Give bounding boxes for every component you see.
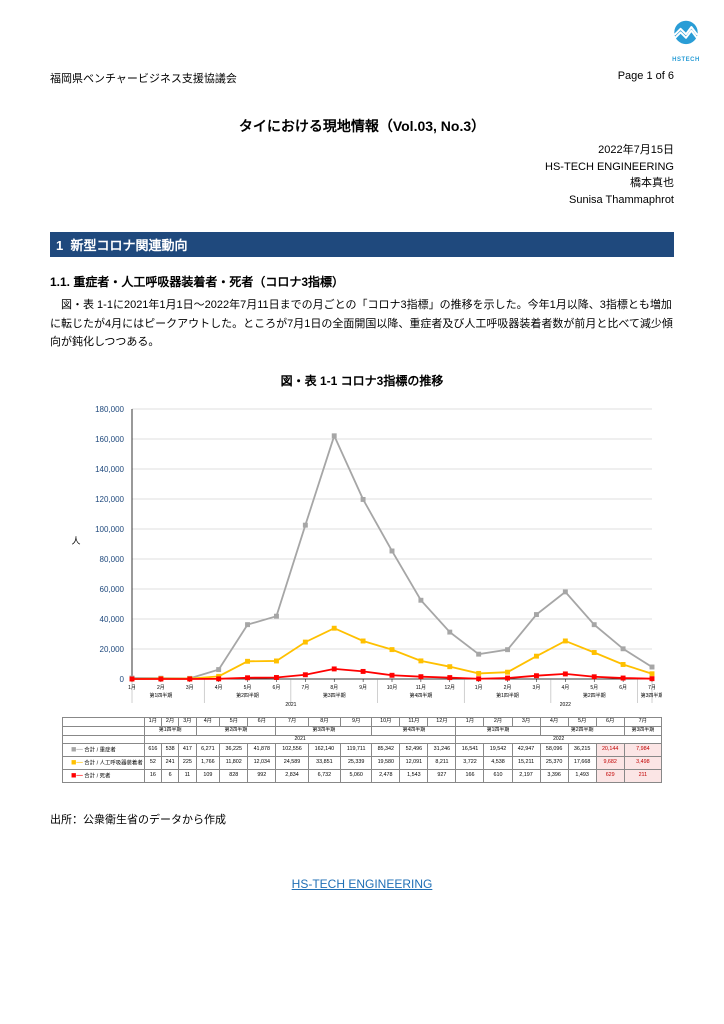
svg-text:3月: 3月 (533, 685, 541, 691)
svg-text:第2四半期: 第2四半期 (583, 692, 606, 699)
svg-text:160,000: 160,000 (95, 435, 124, 444)
svg-text:4月: 4月 (561, 685, 569, 691)
svg-text:第1四半期: 第1四半期 (496, 692, 519, 699)
svg-text:第3四半期: 第3四半期 (323, 692, 346, 699)
svg-text:100,000: 100,000 (95, 525, 124, 534)
header-left: 福岡県ベンチャービジネス支援協議会 (50, 70, 237, 86)
svg-text:5月: 5月 (244, 685, 252, 691)
svg-text:2021: 2021 (285, 702, 296, 708)
svg-text:6月: 6月 (619, 685, 627, 691)
svg-text:5月: 5月 (590, 685, 598, 691)
svg-text:4月: 4月 (215, 685, 223, 691)
svg-text:第3四半期: 第3四半期 (641, 692, 662, 699)
section-1-1-paragraph: 図・表 1-1に2021年1月1日～2022年7月11日までの月ごとの「コロナ3… (50, 296, 674, 352)
svg-text:0: 0 (120, 675, 125, 684)
document-title: タイにおける現地情報（Vol.03, No.3） (50, 116, 674, 136)
svg-text:11月: 11月 (416, 685, 426, 691)
svg-text:3月: 3月 (186, 685, 194, 691)
svg-text:7月: 7月 (301, 685, 309, 691)
svg-text:人: 人 (71, 536, 80, 546)
page-header: 福岡県ベンチャービジネス支援協議会 Page 1 of 6 (50, 70, 674, 86)
section-1-header: 1 新型コロナ関連動向 (50, 232, 674, 257)
hstech-logo: HSTECH (668, 18, 704, 54)
meta-author-jp: 橋本真也 (50, 175, 674, 192)
svg-text:2月: 2月 (504, 685, 512, 691)
meta-block: 2022年7月15日 HS-TECH ENGINEERING 橋本真也 Suni… (50, 142, 674, 208)
svg-text:140,000: 140,000 (95, 465, 124, 474)
svg-text:6月: 6月 (273, 685, 281, 691)
meta-date: 2022年7月15日 (50, 142, 674, 159)
citation: 出所：公衆衛生省のデータから作成 (50, 811, 674, 827)
meta-org: HS-TECH ENGINEERING (50, 159, 674, 176)
svg-text:180,000: 180,000 (95, 405, 124, 414)
svg-text:9月: 9月 (359, 685, 367, 691)
svg-text:第1四半期: 第1四半期 (149, 692, 172, 699)
svg-text:8月: 8月 (330, 685, 338, 691)
svg-text:40,000: 40,000 (100, 615, 125, 624)
footer-link[interactable]: HS-TECH ENGINEERING (50, 877, 674, 891)
svg-text:1月: 1月 (475, 685, 483, 691)
corona-chart: 0 20,000 40,000 60,000 80,000 100,000 120,000 1… (62, 397, 662, 783)
svg-text:第2四半期: 第2四半期 (236, 692, 259, 699)
svg-text:20,000: 20,000 (100, 645, 125, 654)
svg-text:第4四半期: 第4四半期 (409, 692, 432, 699)
svg-text:2022: 2022 (560, 702, 571, 708)
section-1-1-heading: 1.1. 重症者・人工呼吸器装着者・死者（コロナ3指標） (50, 273, 674, 290)
header-right: Page 1 of 6 (618, 70, 674, 86)
corona-data-table: 1月2月3月4月5月6月7月8月9月10月11月12月1月2月3月4月5月6月7… (62, 717, 662, 783)
corona-chart-svg: 0 20,000 40,000 60,000 80,000 100,000 120,000 1… (62, 397, 662, 717)
svg-text:80,000: 80,000 (100, 555, 125, 564)
svg-text:2月: 2月 (157, 685, 165, 691)
svg-text:120,000: 120,000 (95, 495, 124, 504)
svg-text:10月: 10月 (387, 685, 398, 691)
meta-author-en: Sunisa Thammaphrot (50, 192, 674, 209)
svg-text:60,000: 60,000 (100, 585, 125, 594)
section-1-title: 新型コロナ関連動向 (70, 238, 187, 253)
section-1-num: 1 (56, 238, 63, 253)
figure-title: 図・表 1-1 コロナ3指標の推移 (50, 372, 674, 389)
svg-text:12月: 12月 (444, 685, 455, 691)
logo-text: HSTECH (668, 57, 704, 63)
